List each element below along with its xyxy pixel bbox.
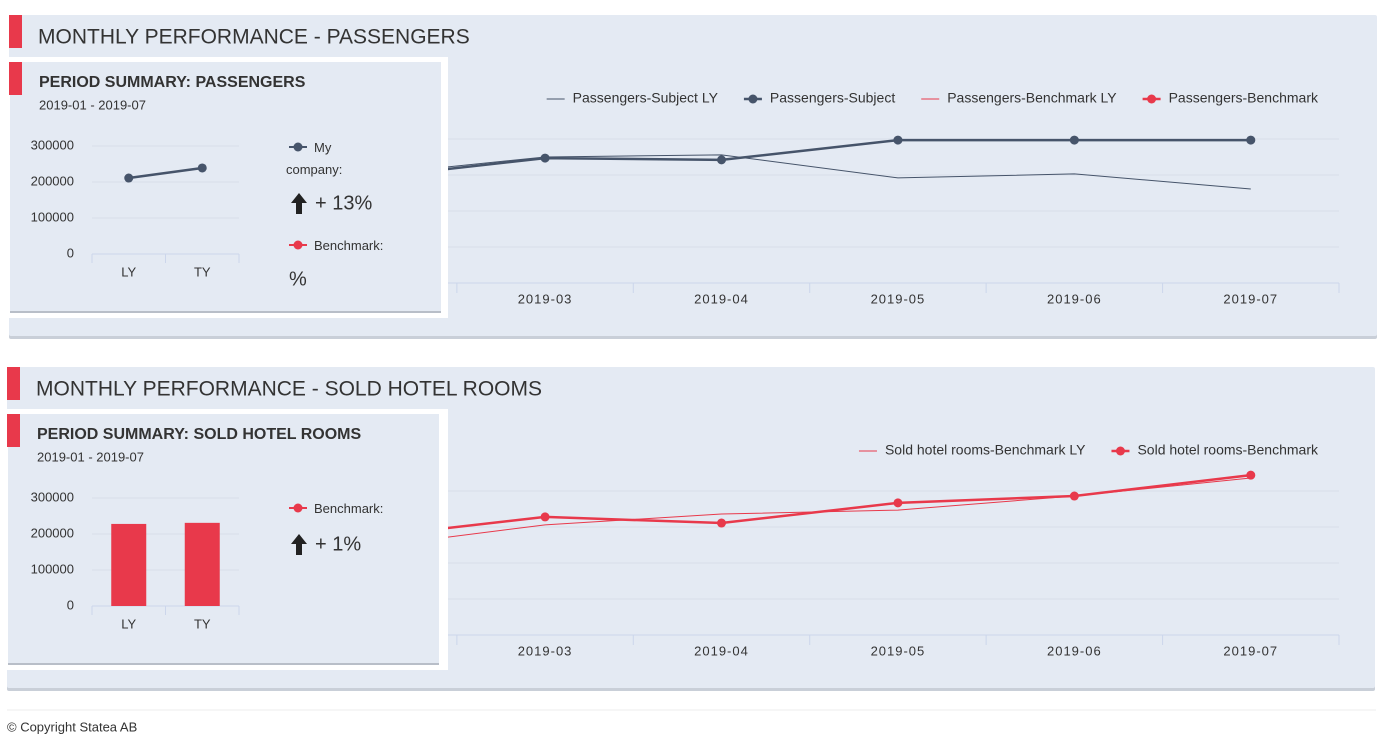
series-marker — [1246, 470, 1256, 480]
overlay-accent — [7, 414, 20, 447]
panel-accent — [9, 15, 22, 48]
y-tick-label: 200000 — [31, 525, 74, 540]
summary-title: PERIOD SUMMARY: SOLD HOTEL ROOMS — [37, 426, 361, 443]
series-marker — [1069, 491, 1079, 501]
panel-title: MONTHLY PERFORMANCE - PASSENGERS — [38, 26, 470, 49]
x-tick-label: 2019-04 — [694, 291, 749, 306]
arrow-up — [291, 534, 307, 555]
y-tick-label: 300000 — [31, 489, 74, 504]
summary-overlay: PERIOD SUMMARY: PASSENGERS 2019-01 - 2019… — [0, 57, 448, 318]
x-tick-label: LY — [121, 264, 136, 279]
x-tick-label: 2019-06 — [1047, 643, 1102, 658]
summary-title: PERIOD SUMMARY: PASSENGERS — [39, 74, 306, 91]
series-marker — [124, 173, 134, 183]
x-tick-label: 2019-07 — [1223, 643, 1278, 658]
overlay-box — [8, 414, 439, 663]
summary-period: 2019-01 - 2019-07 — [39, 97, 146, 112]
x-tick-label: LY — [121, 616, 136, 631]
legend-label: Passengers-Benchmark LY — [947, 90, 1117, 106]
panel-title: MONTHLY PERFORMANCE - SOLD HOTEL ROOMS — [36, 378, 542, 401]
y-tick-label: 0 — [67, 245, 74, 260]
bar — [111, 523, 147, 606]
legend-label: Sold hotel rooms-Benchmark — [1137, 442, 1319, 458]
series-marker — [540, 153, 550, 163]
series-marker — [717, 518, 726, 528]
item-label: Benchmark: — [314, 238, 384, 253]
item-label-box: Benchmark: — [314, 238, 384, 253]
footer-text: © Copyright Statea AB — [7, 719, 137, 734]
item-label-box: My company: — [286, 140, 343, 177]
x-tick-label: 2019-03 — [518, 643, 573, 658]
panel-accent — [7, 367, 20, 400]
series-marker — [893, 135, 903, 145]
item-marker — [293, 240, 303, 250]
x-tick-label: 2019-03 — [518, 291, 573, 306]
item-marker — [293, 503, 303, 513]
series-marker — [1069, 135, 1079, 145]
bar — [184, 522, 220, 606]
legend-label: Sold hotel rooms-Benchmark LY — [885, 442, 1086, 458]
y-tick-label: 300000 — [31, 137, 74, 152]
x-tick-label: 2019-05 — [871, 291, 926, 306]
overlay-box — [10, 62, 441, 311]
series-marker — [540, 512, 550, 522]
item-change: % — [289, 268, 307, 290]
summary-period: 2019-01 - 2019-07 — [37, 449, 144, 464]
series-marker — [717, 155, 726, 165]
legend-label: Passengers-Subject — [770, 90, 895, 106]
legend-marker — [748, 94, 758, 104]
item-change: + 1% — [315, 533, 361, 555]
x-tick-label: 2019-05 — [871, 643, 926, 658]
item-change: + 13% — [315, 192, 372, 214]
x-tick-label: 2019-07 — [1223, 291, 1278, 306]
item-label: My company: — [286, 140, 343, 177]
legend-label: Passengers-Benchmark — [1169, 90, 1319, 106]
y-tick-label: 200000 — [31, 173, 74, 188]
x-tick-label: TY — [194, 616, 211, 631]
summary-overlay: PERIOD SUMMARY: SOLD HOTEL ROOMS 2019-01 … — [0, 409, 448, 670]
x-tick-label: 2019-04 — [694, 643, 749, 658]
arrow-up — [291, 193, 307, 214]
series-marker — [893, 498, 903, 508]
overlay-accent — [9, 62, 22, 95]
legend-label: Passengers-Subject LY — [573, 90, 719, 106]
series-line — [128, 166, 203, 180]
x-tick-label: 2019-06 — [1047, 291, 1102, 306]
item-label: Benchmark: — [314, 501, 384, 516]
x-tick-label: TY — [194, 264, 211, 279]
y-tick-label: 100000 — [31, 561, 74, 576]
item-label-box: Benchmark: — [314, 501, 384, 516]
legend-marker — [1115, 446, 1125, 456]
y-tick-label: 100000 — [31, 209, 74, 224]
item-marker — [293, 142, 303, 152]
series-marker — [1246, 135, 1256, 145]
y-tick-label: 0 — [67, 597, 74, 612]
series-marker — [197, 163, 207, 173]
legend-marker — [1147, 94, 1157, 104]
